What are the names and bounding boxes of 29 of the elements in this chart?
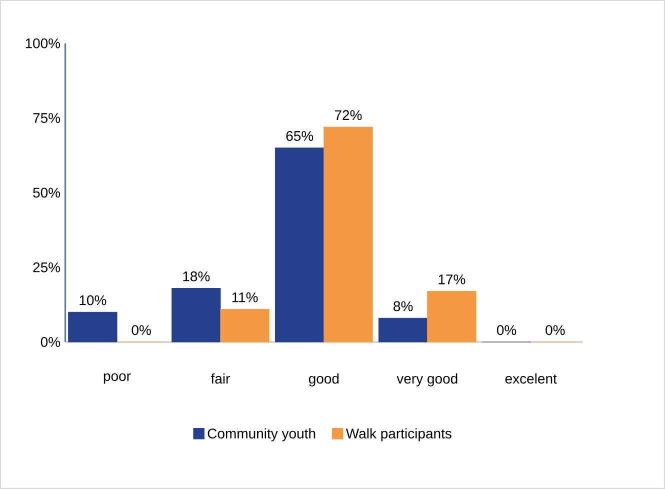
bar bbox=[275, 148, 324, 342]
y-tick-label: 25% bbox=[33, 262, 60, 272]
y-tick-label: 50% bbox=[33, 188, 60, 198]
data-label: 0% bbox=[546, 325, 565, 336]
bar bbox=[324, 126, 373, 342]
y-tick-label: 0% bbox=[40, 337, 60, 347]
data-label: 0% bbox=[496, 325, 516, 336]
data-label: 11% bbox=[232, 292, 258, 302]
data-label: 10% bbox=[80, 295, 106, 306]
data-label: 18% bbox=[183, 271, 210, 282]
data-label: 65% bbox=[286, 131, 314, 141]
data-label: 72% bbox=[334, 110, 362, 120]
bar bbox=[172, 288, 221, 342]
bar bbox=[220, 308, 270, 342]
data-label: 17% bbox=[438, 274, 466, 284]
bar bbox=[378, 318, 428, 342]
x-tick-label: fair bbox=[210, 373, 230, 384]
y-tick-label: 100% bbox=[26, 38, 60, 48]
bar bbox=[427, 290, 476, 342]
bar bbox=[68, 312, 118, 342]
legend-label: Community youth bbox=[208, 428, 316, 442]
legend-label: Walk participants bbox=[346, 428, 452, 442]
x-tick-label: good bbox=[308, 373, 339, 386]
data-label: 8% bbox=[394, 301, 413, 312]
x-tick-label: excelent bbox=[505, 373, 557, 384]
y-tick-label: 75% bbox=[33, 113, 60, 123]
x-tick-label: very good bbox=[396, 373, 458, 386]
data-label: 0% bbox=[132, 325, 151, 336]
x-tick-label: poor bbox=[104, 373, 131, 384]
